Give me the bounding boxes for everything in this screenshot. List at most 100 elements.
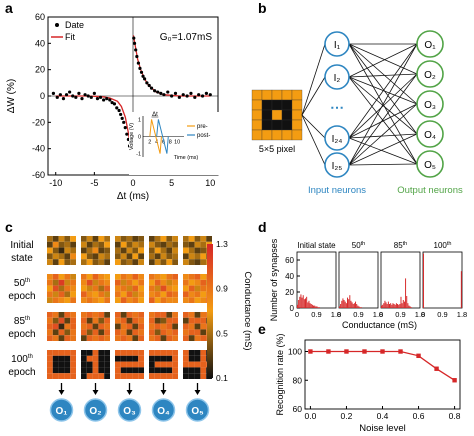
conductance-cell xyxy=(86,291,93,298)
conductance-cell xyxy=(70,350,76,356)
conductance-cell xyxy=(64,355,71,362)
histogram-bar xyxy=(305,298,307,308)
data-point xyxy=(147,83,151,88)
conductance-cell xyxy=(200,323,207,330)
conductance-cell xyxy=(126,367,133,374)
histogram-bar xyxy=(393,304,395,308)
conductance-cell xyxy=(132,350,139,356)
conductance-cell xyxy=(81,279,87,286)
histogram-bar xyxy=(402,300,404,308)
conductance-cell xyxy=(92,355,99,362)
conductance-cell xyxy=(115,247,121,254)
output-neuron xyxy=(416,60,444,88)
histogram-bar xyxy=(344,301,346,308)
conductance-cell xyxy=(120,350,127,356)
conductance-cell xyxy=(172,241,178,248)
pixel-cell xyxy=(261,89,273,101)
histogram-frame xyxy=(422,251,463,309)
conductance-cell xyxy=(172,297,178,303)
histogram-bar xyxy=(315,306,317,308)
data-point xyxy=(153,89,157,93)
pixel-cell xyxy=(281,89,293,101)
conductance-cell xyxy=(64,236,71,242)
histogram-bar xyxy=(403,301,405,308)
conductance-cell xyxy=(194,350,201,356)
conductance-cell xyxy=(200,285,207,292)
conductance-cell xyxy=(183,247,189,254)
conductance-cell xyxy=(104,241,110,248)
conductance-cell xyxy=(115,335,121,341)
conductance-cell xyxy=(58,361,65,368)
output-neuron xyxy=(416,30,444,58)
y-tick-label: 100 xyxy=(288,347,302,357)
conductance-cell xyxy=(149,291,155,298)
conductance-cell xyxy=(120,236,127,242)
pixel-cell xyxy=(281,109,293,121)
histogram-bar xyxy=(408,305,410,308)
conductance-cell xyxy=(64,279,71,286)
data-point xyxy=(170,94,174,98)
row-label: epoch xyxy=(8,291,35,302)
histogram-bar xyxy=(406,296,408,308)
conductance-cell xyxy=(115,317,121,324)
conductance-cell xyxy=(188,247,195,254)
data-point xyxy=(162,93,166,97)
conductance-cell xyxy=(132,367,139,374)
histogram-bar xyxy=(400,296,402,308)
conductance-cell xyxy=(92,367,99,374)
conductance-cell xyxy=(149,259,155,265)
data-point xyxy=(193,95,197,99)
conductance-cell xyxy=(64,241,71,248)
conductance-cell xyxy=(188,367,195,374)
conductance-cell xyxy=(188,350,195,356)
row-label: 85th xyxy=(14,316,30,327)
output-indicator xyxy=(83,398,108,422)
x-tick-label: 0.4 xyxy=(377,411,389,421)
histogram-bar xyxy=(395,303,397,308)
histogram-bar xyxy=(357,305,359,308)
synapse-line xyxy=(348,43,418,135)
conductance-cell xyxy=(149,329,155,336)
conductance-cell xyxy=(104,291,110,298)
conductance-cell xyxy=(98,335,105,341)
conductance-cell xyxy=(81,312,87,318)
conductance-cell xyxy=(52,361,59,368)
conductance-cell xyxy=(183,291,189,298)
conductance-cell xyxy=(126,253,133,260)
conductance-cell xyxy=(47,350,53,356)
conductance-cell xyxy=(70,367,76,374)
conductance-cell xyxy=(98,253,105,260)
conductance-cell xyxy=(166,274,173,280)
pixel-cell xyxy=(281,129,293,141)
y-tick-label: -40 xyxy=(32,144,45,154)
conductance-cell xyxy=(92,291,99,298)
conductance-cell xyxy=(160,279,167,286)
data-point xyxy=(398,349,403,354)
conductance-cell xyxy=(52,279,59,286)
data-point xyxy=(156,90,160,94)
conductance-cell xyxy=(154,285,161,292)
x-tick-label: 10 xyxy=(205,178,215,188)
conductance-cell xyxy=(154,259,161,265)
inset-x-tick-label: 6 xyxy=(162,140,165,146)
conductance-cell xyxy=(98,259,105,265)
conductance-cell xyxy=(58,367,65,374)
conductance-cell xyxy=(120,335,127,341)
data-point xyxy=(77,91,81,95)
output-neuron xyxy=(416,150,444,178)
pixel-cell xyxy=(251,119,263,131)
histogram-bar xyxy=(301,297,303,308)
conductance-cell xyxy=(70,361,76,368)
conductance-cell xyxy=(183,253,189,260)
histogram-bar xyxy=(311,304,313,308)
conductance-cell xyxy=(81,355,87,362)
conductance-cell xyxy=(104,367,110,374)
conductance-cell xyxy=(58,329,65,336)
conductance-cell xyxy=(81,285,87,292)
conductance-cell xyxy=(206,236,212,242)
conductance-cell xyxy=(52,253,59,260)
output-neuron-label: O₅ xyxy=(424,160,436,171)
output-indicator xyxy=(49,398,74,422)
